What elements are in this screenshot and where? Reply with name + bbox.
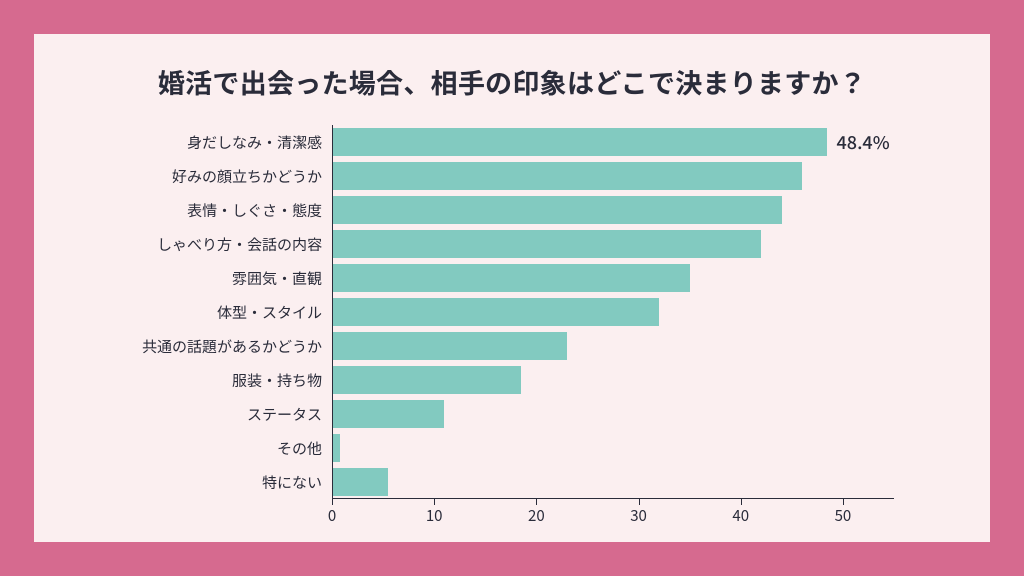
category-label: 共通の話題があるかどうか: [54, 336, 332, 357]
bar: [332, 196, 782, 224]
bar: [332, 264, 690, 292]
bar: [332, 468, 388, 496]
x-axis: 0 10 20 30 40 50: [54, 499, 910, 525]
bar-zone: [332, 465, 894, 499]
x-tick-label: 30: [630, 505, 647, 526]
bar: [332, 400, 444, 428]
bar: [332, 298, 659, 326]
x-tick-label: 20: [528, 505, 545, 526]
bar-zone: 48.4%: [332, 125, 894, 159]
bar-zone: [332, 159, 894, 193]
bar-zone: [332, 397, 894, 431]
bar-row: 特にない: [54, 465, 910, 499]
bar-rows: 身だしなみ・清潔感48.4%好みの顔立ちかどうか表情・しぐさ・態度しゃべり方・会…: [54, 125, 910, 499]
bar-row: しゃべり方・会話の内容: [54, 227, 910, 261]
category-label: しゃべり方・会話の内容: [54, 234, 332, 255]
bar: [332, 162, 802, 190]
bar-row: その他: [54, 431, 910, 465]
bar-zone: [332, 193, 894, 227]
bar-row: 表情・しぐさ・態度: [54, 193, 910, 227]
bar-zone: [332, 329, 894, 363]
bar-zone: [332, 431, 894, 465]
category-label: ステータス: [54, 404, 332, 425]
chart-title: 婚活で出会った場合、相手の印象はどこで決まりますか？: [54, 62, 970, 101]
bar-row: 服装・持ち物: [54, 363, 910, 397]
x-tick-label: 0: [328, 505, 336, 526]
category-label: 特にない: [54, 472, 332, 493]
outer-frame: 婚活で出会った場合、相手の印象はどこで決まりますか？ 身だしなみ・清潔感48.4…: [0, 0, 1024, 576]
bar-zone: [332, 261, 894, 295]
x-axis-inner: 01020304050: [332, 499, 894, 525]
bar-row: 共通の話題があるかどうか: [54, 329, 910, 363]
category-label: 身だしなみ・清潔感: [54, 132, 332, 153]
bar: [332, 230, 761, 258]
category-label: 服装・持ち物: [54, 370, 332, 391]
value-label: 48.4%: [837, 129, 890, 155]
category-label: 表情・しぐさ・態度: [54, 200, 332, 221]
bar-row: 雰囲気・直観: [54, 261, 910, 295]
bar-row: 体型・スタイル: [54, 295, 910, 329]
category-label: 好みの顔立ちかどうか: [54, 166, 332, 187]
chart-panel: 婚活で出会った場合、相手の印象はどこで決まりますか？ 身だしなみ・清潔感48.4…: [34, 34, 990, 542]
x-tick-label: 10: [426, 505, 443, 526]
bar-row: 好みの顔立ちかどうか: [54, 159, 910, 193]
chart: 身だしなみ・清潔感48.4%好みの顔立ちかどうか表情・しぐさ・態度しゃべり方・会…: [54, 125, 910, 525]
x-tick-label: 50: [835, 505, 852, 526]
bar: [332, 366, 521, 394]
category-label: 雰囲気・直観: [54, 268, 332, 289]
bar: 48.4%: [332, 128, 827, 156]
x-tick-label: 40: [732, 505, 749, 526]
bar-zone: [332, 227, 894, 261]
bar-zone: [332, 363, 894, 397]
bar: [332, 332, 567, 360]
bar-zone: [332, 295, 894, 329]
category-label: 体型・スタイル: [54, 302, 332, 323]
bar-row: ステータス: [54, 397, 910, 431]
bar-row: 身だしなみ・清潔感48.4%: [54, 125, 910, 159]
bar: [332, 434, 340, 462]
category-label: その他: [54, 438, 332, 459]
